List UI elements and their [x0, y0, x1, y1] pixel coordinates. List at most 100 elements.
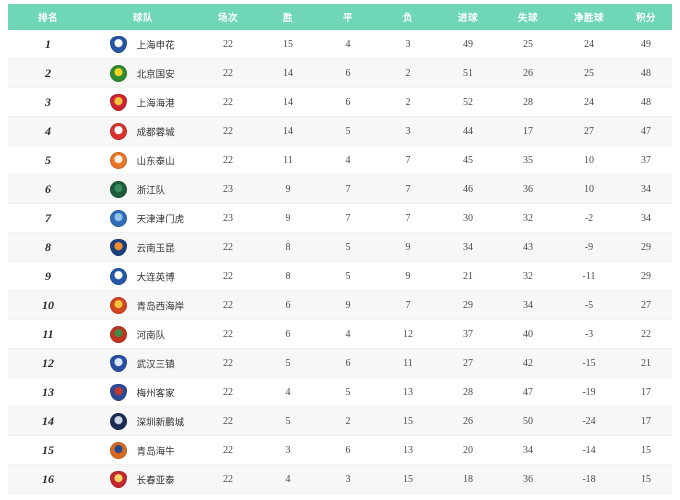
- team-name: 长春亚泰: [136, 475, 175, 486]
- played-cell: 22: [198, 30, 258, 59]
- team-logo-icon: [110, 35, 127, 53]
- goals-for-cell: 30: [438, 203, 498, 233]
- goal-diff-cell: -9: [558, 232, 620, 262]
- goal-diff-cell: -15: [558, 348, 620, 378]
- played-cell: 22: [198, 290, 258, 320]
- goals-for-cell: 18: [438, 464, 498, 494]
- wins-cell: 14: [258, 58, 318, 88]
- points-cell: 48: [620, 87, 672, 117]
- table-row: 8 云南玉昆 22 8 5 9 34 43 -9 29: [8, 232, 672, 262]
- goals-for-cell: 20: [438, 435, 498, 465]
- team-logo-icon: [110, 122, 127, 140]
- points-cell: 17: [620, 377, 672, 407]
- team-logo-icon: [110, 470, 127, 488]
- table-row: 6 浙江队 23 9 7 7 46 36 10 34: [8, 174, 672, 204]
- goals-against-cell: 50: [498, 406, 558, 436]
- draws-cell: 5: [318, 232, 378, 262]
- rank-cell: 3: [8, 87, 88, 117]
- team-name: 河南队: [136, 330, 166, 341]
- goals-for-cell: 27: [438, 348, 498, 378]
- points-cell: 29: [620, 261, 672, 291]
- goals-against-cell: 17: [498, 116, 558, 146]
- col-header-losses: 负: [378, 4, 438, 30]
- points-cell: 49: [620, 30, 672, 59]
- goals-against-cell: 42: [498, 348, 558, 378]
- table-row: 7 天津津门虎 23 9 7 7 30 32 -2 34: [8, 203, 672, 233]
- table-row: 12 武汉三镇 22 5 6 11 27 42 -15 21: [8, 348, 672, 378]
- table-row: 13 梅州客家 22 4 5 13 28 47 -19 17: [8, 377, 672, 407]
- losses-cell: 7: [378, 174, 438, 204]
- team-logo-icon: [110, 238, 127, 256]
- losses-cell: 2: [378, 87, 438, 117]
- team-cell: 天津津门虎: [88, 203, 198, 233]
- team-logo-icon: [110, 64, 127, 82]
- goals-against-cell: 25: [498, 30, 558, 59]
- played-cell: 22: [198, 406, 258, 436]
- team-cell: 武汉三镇: [88, 348, 198, 378]
- team-name: 青岛西海岸: [136, 301, 185, 312]
- goals-against-cell: 28: [498, 87, 558, 117]
- goals-for-cell: 46: [438, 174, 498, 204]
- wins-cell: 9: [258, 203, 318, 233]
- table-row: 2 北京国安 22 14 6 2 51 26 25 48: [8, 58, 672, 88]
- team-name: 青岛海牛: [136, 446, 175, 457]
- played-cell: 22: [198, 58, 258, 88]
- goals-for-cell: 45: [438, 145, 498, 175]
- rank-cell: 12: [8, 348, 88, 378]
- played-cell: 23: [198, 174, 258, 204]
- table-row: 11 河南队 22 6 4 12 37 40 -3 22: [8, 319, 672, 349]
- points-cell: 29: [620, 232, 672, 262]
- rank-cell: 7: [8, 203, 88, 233]
- played-cell: 22: [198, 435, 258, 465]
- losses-cell: 13: [378, 435, 438, 465]
- wins-cell: 6: [258, 290, 318, 320]
- team-cell: 青岛海牛: [88, 435, 198, 465]
- team-name: 云南玉昆: [136, 243, 175, 254]
- team-name: 武汉三镇: [136, 359, 175, 370]
- goal-diff-cell: -5: [558, 290, 620, 320]
- goal-diff-cell: 10: [558, 145, 620, 175]
- team-cell: 云南玉昆: [88, 232, 198, 262]
- team-cell: 山东泰山: [88, 145, 198, 175]
- losses-cell: 9: [378, 261, 438, 291]
- team-logo-icon: [110, 325, 127, 343]
- rank-cell: 8: [8, 232, 88, 262]
- rank-cell: 14: [8, 406, 88, 436]
- table-body: 1 上海申花 22 15 4 3 49 25 24 49 2 北京国安 22 1…: [8, 30, 672, 494]
- points-cell: 27: [620, 290, 672, 320]
- losses-cell: 13: [378, 377, 438, 407]
- team-cell: 浙江队: [88, 174, 198, 204]
- goals-for-cell: 29: [438, 290, 498, 320]
- table-row: 5 山东泰山 22 11 4 7 45 35 10 37: [8, 145, 672, 175]
- header-row: 排名 球队 场次 胜 平 负 进球 失球 净胜球 积分: [8, 4, 672, 30]
- rank-cell: 2: [8, 58, 88, 88]
- losses-cell: 7: [378, 203, 438, 233]
- draws-cell: 4: [318, 319, 378, 349]
- rank-cell: 10: [8, 290, 88, 320]
- goals-against-cell: 36: [498, 464, 558, 494]
- played-cell: 22: [198, 319, 258, 349]
- wins-cell: 8: [258, 232, 318, 262]
- losses-cell: 3: [378, 116, 438, 146]
- goals-for-cell: 21: [438, 261, 498, 291]
- team-cell: 河南队: [88, 319, 198, 349]
- team-name: 上海申花: [136, 40, 175, 51]
- goal-diff-cell: -24: [558, 406, 620, 436]
- draws-cell: 3: [318, 464, 378, 494]
- standings-table: 排名 球队 场次 胜 平 负 进球 失球 净胜球 积分 1 上海申花 22 15…: [8, 4, 672, 494]
- table-header: 排名 球队 场次 胜 平 负 进球 失球 净胜球 积分: [8, 4, 672, 30]
- played-cell: 22: [198, 87, 258, 117]
- table-row: 9 大连英博 22 8 5 9 21 32 -11 29: [8, 261, 672, 291]
- wins-cell: 14: [258, 87, 318, 117]
- draws-cell: 6: [318, 87, 378, 117]
- goals-for-cell: 37: [438, 319, 498, 349]
- played-cell: 22: [198, 232, 258, 262]
- draws-cell: 5: [318, 261, 378, 291]
- goals-for-cell: 28: [438, 377, 498, 407]
- played-cell: 22: [198, 116, 258, 146]
- team-cell: 青岛西海岸: [88, 290, 198, 320]
- team-logo-icon: [110, 296, 127, 314]
- wins-cell: 11: [258, 145, 318, 175]
- team-logo-icon: [110, 383, 127, 401]
- goal-diff-cell: -2: [558, 203, 620, 233]
